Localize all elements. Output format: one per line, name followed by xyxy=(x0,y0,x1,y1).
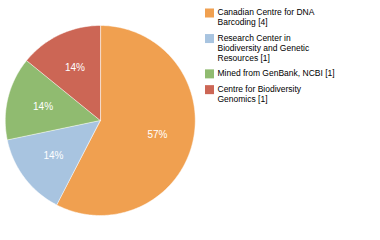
svg-text:14%: 14% xyxy=(65,62,85,73)
svg-text:57%: 57% xyxy=(147,129,167,140)
svg-text:Research Center inBiodiversity: Research Center inBiodiversity and Genet… xyxy=(218,33,310,63)
svg-text:Canadian Centre for DNABarcodi: Canadian Centre for DNABarcoding [4] xyxy=(218,7,315,27)
svg-text:14%: 14% xyxy=(43,150,63,161)
svg-text:Centre for BiodiversityGenomic: Centre for BiodiversityGenomics [1] xyxy=(218,84,302,104)
svg-text:14%: 14% xyxy=(33,101,53,112)
svg-text:Mined from GenBank, NCBI [1]: Mined from GenBank, NCBI [1] xyxy=(218,68,335,78)
